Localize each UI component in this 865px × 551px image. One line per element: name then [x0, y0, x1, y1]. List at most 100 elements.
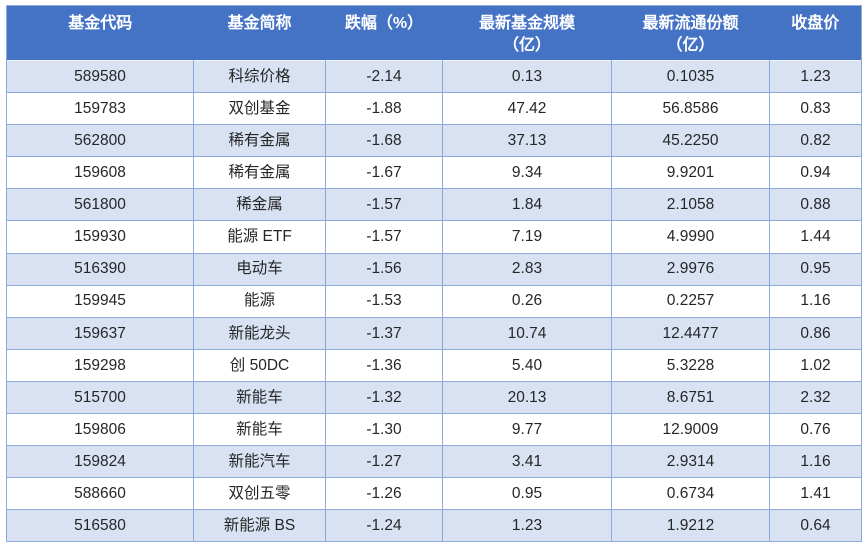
cell-fund-name: 能源: [193, 284, 326, 318]
cell-decline-pct: -2.14: [325, 59, 443, 94]
cell-decline-pct: -1.88: [325, 92, 443, 126]
cell-fund-code: 159637: [6, 316, 194, 350]
col-header-fund-name: 基金简称: [193, 5, 326, 61]
cell-close-price: 1.41: [769, 477, 862, 511]
cell-fund-name: 稀有金属: [193, 124, 326, 158]
cell-fund-code: 159930: [6, 220, 194, 254]
table-row: 159824 新能汽车 -1.27 3.41 2.9314 1.16: [6, 445, 862, 479]
cell-circulating-shares: 56.8586: [611, 92, 770, 126]
cell-fund-size: 1.84: [442, 188, 612, 222]
cell-fund-size: 9.34: [442, 156, 612, 190]
cell-fund-size: 37.13: [442, 124, 612, 158]
cell-fund-size: 1.23: [442, 509, 612, 543]
cell-decline-pct: -1.68: [325, 124, 443, 158]
cell-close-price: 0.86: [769, 316, 862, 350]
col-header-label: 最新流通份额: [642, 15, 739, 32]
cell-circulating-shares: 0.1035: [611, 59, 770, 94]
cell-fund-code: 561800: [6, 188, 194, 222]
cell-fund-size: 0.13: [442, 59, 612, 94]
table-row: 159945 能源 -1.53 0.26 0.2257 1.16: [6, 284, 862, 318]
table-row: 588660 双创五零 -1.26 0.95 0.6734 1.41: [6, 477, 862, 511]
table-row: 561800 稀金属 -1.57 1.84 2.1058 0.88: [6, 188, 862, 222]
cell-close-price: 0.94: [769, 156, 862, 190]
cell-fund-name: 双创五零: [193, 477, 326, 511]
cell-close-price: 1.16: [769, 284, 862, 318]
col-header-label: 基金简称: [227, 15, 292, 32]
cell-fund-name: 新能龙头: [193, 316, 326, 350]
cell-fund-code: 516580: [6, 509, 194, 543]
cell-close-price: 0.76: [769, 413, 862, 447]
cell-circulating-shares: 2.9314: [611, 445, 770, 479]
cell-decline-pct: -1.24: [325, 509, 443, 543]
cell-fund-code: 159945: [6, 284, 194, 318]
col-header-fund-code: 基金代码: [6, 5, 194, 61]
cell-close-price: 1.44: [769, 220, 862, 254]
cell-fund-name: 新能车: [193, 413, 326, 447]
cell-fund-code: 159608: [6, 156, 194, 190]
cell-close-price: 1.23: [769, 59, 862, 94]
cell-decline-pct: -1.32: [325, 380, 443, 415]
col-header-label: 最新基金规模: [478, 15, 575, 32]
cell-fund-name: 新能车: [193, 380, 326, 415]
table-row: 562800 稀有金属 -1.68 37.13 45.2250 0.82: [6, 124, 862, 158]
cell-circulating-shares: 5.3228: [611, 348, 770, 382]
cell-close-price: 1.02: [769, 348, 862, 382]
cell-fund-name: 能源 ETF: [193, 220, 326, 254]
cell-close-price: 1.16: [769, 445, 862, 479]
fund-table: 基金代码 基金简称 跌幅（%） 最新基金规模 （亿） 最新流通份额 （: [6, 5, 862, 543]
cell-fund-name: 稀金属: [193, 188, 326, 222]
cell-circulating-shares: 0.6734: [611, 477, 770, 511]
cell-decline-pct: -1.30: [325, 413, 443, 447]
table-row: 159783 双创基金 -1.88 47.42 56.8586 0.83: [6, 92, 862, 126]
col-header-decline-pct: 跌幅（%）: [325, 5, 443, 61]
cell-fund-code: 159824: [6, 445, 194, 479]
cell-fund-size: 0.26: [442, 284, 612, 318]
cell-close-price: 0.95: [769, 252, 862, 286]
table-row: 515700 新能车 -1.32 20.13 8.6751 2.32: [6, 380, 862, 415]
cell-fund-name: 新能汽车: [193, 445, 326, 479]
table-row: 159298 创 50DC -1.36 5.40 5.3228 1.02: [6, 348, 862, 382]
cell-close-price: 0.82: [769, 124, 862, 158]
cell-fund-code: 159298: [6, 348, 194, 382]
cell-decline-pct: -1.67: [325, 156, 443, 190]
cell-circulating-shares: 2.1058: [611, 188, 770, 222]
cell-fund-name: 创 50DC: [193, 348, 326, 382]
cell-fund-code: 159783: [6, 92, 194, 126]
cell-fund-code: 562800: [6, 124, 194, 158]
header-row: 基金代码 基金简称 跌幅（%） 最新基金规模 （亿） 最新流通份额 （: [6, 5, 862, 61]
cell-fund-name: 稀有金属: [193, 156, 326, 190]
cell-circulating-shares: 1.9212: [611, 509, 770, 543]
table-row: 516390 电动车 -1.56 2.83 2.9976 0.95: [6, 252, 862, 286]
cell-fund-name: 新能源 BS: [193, 509, 326, 543]
cell-fund-code: 159806: [6, 413, 194, 447]
cell-fund-code: 515700: [6, 380, 194, 415]
col-header-unit: （亿）: [502, 37, 551, 54]
cell-fund-size: 9.77: [442, 413, 612, 447]
cell-fund-code: 589580: [6, 59, 194, 94]
cell-circulating-shares: 8.6751: [611, 380, 770, 415]
cell-decline-pct: -1.57: [325, 188, 443, 222]
cell-fund-code: 516390: [6, 252, 194, 286]
table-row: 589580 科综价格 -2.14 0.13 0.1035 1.23: [6, 59, 862, 94]
cell-circulating-shares: 45.2250: [611, 124, 770, 158]
cell-close-price: 0.64: [769, 509, 862, 543]
cell-decline-pct: -1.57: [325, 220, 443, 254]
col-header-close-price: 收盘价: [769, 5, 862, 61]
cell-fund-size: 47.42: [442, 92, 612, 126]
cell-decline-pct: -1.26: [325, 477, 443, 511]
cell-decline-pct: -1.53: [325, 284, 443, 318]
col-header-label: 收盘价: [791, 15, 840, 32]
cell-fund-name: 科综价格: [193, 59, 326, 94]
cell-fund-code: 588660: [6, 477, 194, 511]
table-row: 159608 稀有金属 -1.67 9.34 9.9201 0.94: [6, 156, 862, 190]
table-row: 516580 新能源 BS -1.24 1.23 1.9212 0.64: [6, 509, 862, 543]
cell-fund-size: 10.74: [442, 316, 612, 350]
cell-decline-pct: -1.36: [325, 348, 443, 382]
col-header-label: 基金代码: [68, 15, 133, 32]
cell-decline-pct: -1.37: [325, 316, 443, 350]
table-row: 159806 新能车 -1.30 9.77 12.9009 0.76: [6, 413, 862, 447]
cell-fund-size: 2.83: [442, 252, 612, 286]
cell-circulating-shares: 12.4477: [611, 316, 770, 350]
